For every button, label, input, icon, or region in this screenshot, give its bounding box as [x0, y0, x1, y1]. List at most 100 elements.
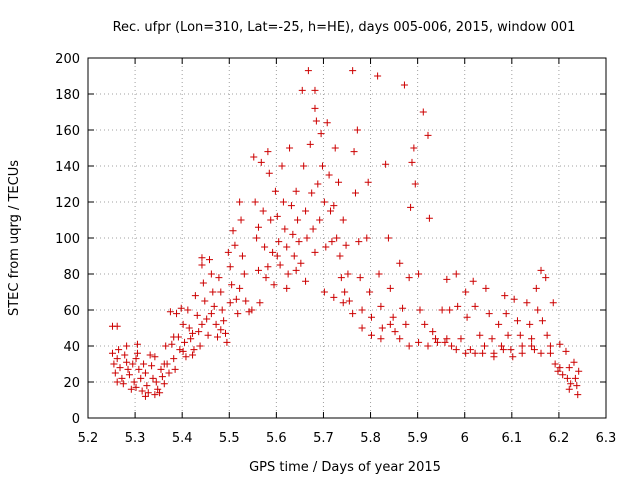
data-point	[471, 349, 479, 357]
data-point	[141, 392, 149, 400]
data-point	[559, 371, 567, 379]
data-point	[181, 338, 189, 346]
data-point	[229, 227, 237, 235]
data-point	[185, 324, 193, 332]
y-tick-label: 160	[55, 124, 80, 139]
data-point	[231, 241, 239, 249]
data-point	[222, 329, 230, 337]
data-point	[384, 234, 392, 242]
y-tick-label: 180	[55, 88, 80, 103]
data-point	[408, 158, 416, 166]
data-point	[184, 306, 192, 314]
data-point	[382, 160, 390, 168]
data-point	[226, 263, 234, 271]
data-point	[308, 189, 316, 197]
data-point	[232, 295, 240, 303]
data-point	[267, 216, 275, 224]
data-point	[452, 346, 460, 354]
data-point	[261, 243, 269, 251]
data-point	[144, 389, 152, 397]
data-point	[339, 216, 347, 224]
data-point	[549, 299, 557, 307]
data-point	[336, 252, 344, 260]
data-point	[238, 252, 246, 260]
data-point	[320, 288, 328, 296]
data-point	[530, 346, 538, 354]
data-point	[191, 292, 199, 300]
data-point	[327, 207, 335, 215]
data-point	[253, 234, 261, 242]
data-point	[528, 335, 536, 343]
data-point	[485, 310, 493, 318]
data-point	[546, 342, 554, 350]
data-point	[556, 340, 564, 348]
data-point	[125, 371, 133, 379]
grid-lines	[88, 58, 606, 418]
data-point	[443, 335, 451, 343]
data-point	[466, 346, 474, 354]
data-point	[311, 86, 319, 94]
data-point	[237, 216, 245, 224]
data-point	[335, 178, 343, 186]
data-point	[306, 140, 314, 148]
data-point	[502, 310, 510, 318]
data-point	[281, 225, 289, 233]
data-point	[138, 387, 146, 395]
data-point	[424, 342, 432, 350]
data-point	[469, 277, 477, 285]
data-point	[171, 365, 179, 373]
data-point	[337, 274, 345, 282]
data-point	[358, 324, 366, 332]
data-point	[143, 382, 151, 390]
data-point	[218, 306, 226, 314]
data-point	[148, 362, 156, 370]
data-point	[314, 180, 322, 188]
data-point	[217, 326, 225, 334]
data-point	[250, 153, 258, 161]
data-point	[110, 360, 118, 368]
data-point	[407, 203, 415, 211]
data-point	[254, 266, 262, 274]
data-point	[490, 353, 498, 361]
data-point	[179, 320, 187, 328]
data-point	[295, 238, 303, 246]
x-tick-label: 5.7	[313, 431, 334, 446]
data-point	[358, 306, 366, 314]
data-point	[523, 299, 531, 307]
data-point	[127, 385, 135, 393]
data-point	[386, 284, 394, 292]
data-point	[292, 266, 300, 274]
data-point	[123, 358, 131, 366]
data-point	[367, 313, 375, 321]
data-point	[154, 385, 162, 393]
data-point	[309, 225, 317, 233]
data-point	[137, 374, 145, 382]
data-point	[339, 299, 347, 307]
data-point	[151, 353, 159, 361]
data-point	[157, 365, 165, 373]
data-point	[290, 252, 298, 260]
data-point	[160, 360, 168, 368]
data-point	[499, 346, 507, 354]
data-point	[226, 299, 234, 307]
data-point	[554, 367, 562, 375]
data-point	[481, 342, 489, 350]
data-point	[158, 373, 166, 381]
data-point	[303, 234, 311, 242]
data-point	[195, 328, 203, 336]
data-point	[198, 261, 206, 269]
data-point	[510, 295, 518, 303]
data-point	[207, 310, 215, 318]
y-tick-label: 0	[72, 412, 80, 427]
data-point	[433, 338, 441, 346]
data-point	[166, 308, 174, 316]
data-point	[562, 347, 570, 355]
data-point	[251, 198, 259, 206]
data-point	[537, 266, 545, 274]
data-point	[115, 346, 123, 354]
data-point	[415, 338, 423, 346]
data-point	[386, 320, 394, 328]
data-point	[141, 369, 149, 377]
x-tick-label: 5.8	[360, 431, 381, 446]
